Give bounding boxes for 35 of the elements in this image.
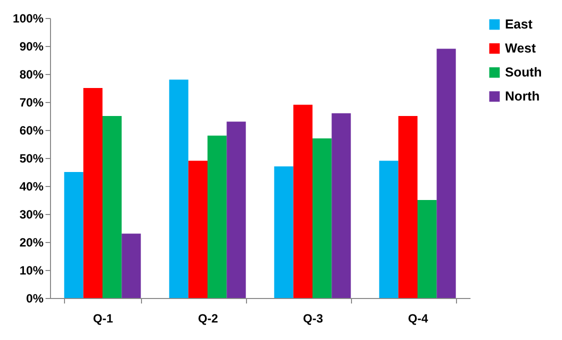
legend-label: West: [505, 40, 536, 56]
bar: [122, 234, 141, 298]
legend-label: East: [505, 16, 534, 32]
y-tick-label: 80%: [19, 68, 44, 82]
x-tick-label: Q-1: [92, 312, 114, 326]
bar: [436, 48, 456, 298]
x-tick-label: Q-4: [408, 312, 428, 326]
legend-label: South: [505, 64, 542, 80]
x-tick-label: Q-3: [302, 312, 324, 326]
bar: [293, 104, 312, 298]
bar: [83, 88, 102, 298]
bar: [332, 113, 351, 298]
y-tick-label: 100%: [12, 12, 44, 26]
y-tick-label: 30%: [19, 208, 44, 222]
y-tick-label: 70%: [19, 96, 44, 110]
bar: [379, 160, 398, 298]
legend-label: North: [505, 88, 540, 104]
bar: [226, 122, 246, 298]
y-tick-label: 60%: [19, 124, 44, 138]
bar: [398, 116, 418, 298]
bar: [208, 136, 227, 298]
y-tick-label: 90%: [19, 40, 44, 54]
bar: [418, 200, 437, 298]
bar: [274, 166, 294, 298]
bar: [169, 80, 188, 298]
y-tick-label: 0%: [26, 292, 44, 306]
y-tick-label: 40%: [19, 180, 44, 194]
bar: [188, 160, 208, 298]
x-tick-label: Q-2: [198, 312, 218, 326]
bar: [312, 138, 332, 298]
bar: [102, 116, 122, 298]
y-tick-label: 10%: [19, 264, 44, 278]
bar: [64, 172, 84, 298]
y-tick-label: 50%: [19, 152, 44, 166]
y-tick-label: 20%: [19, 236, 44, 250]
